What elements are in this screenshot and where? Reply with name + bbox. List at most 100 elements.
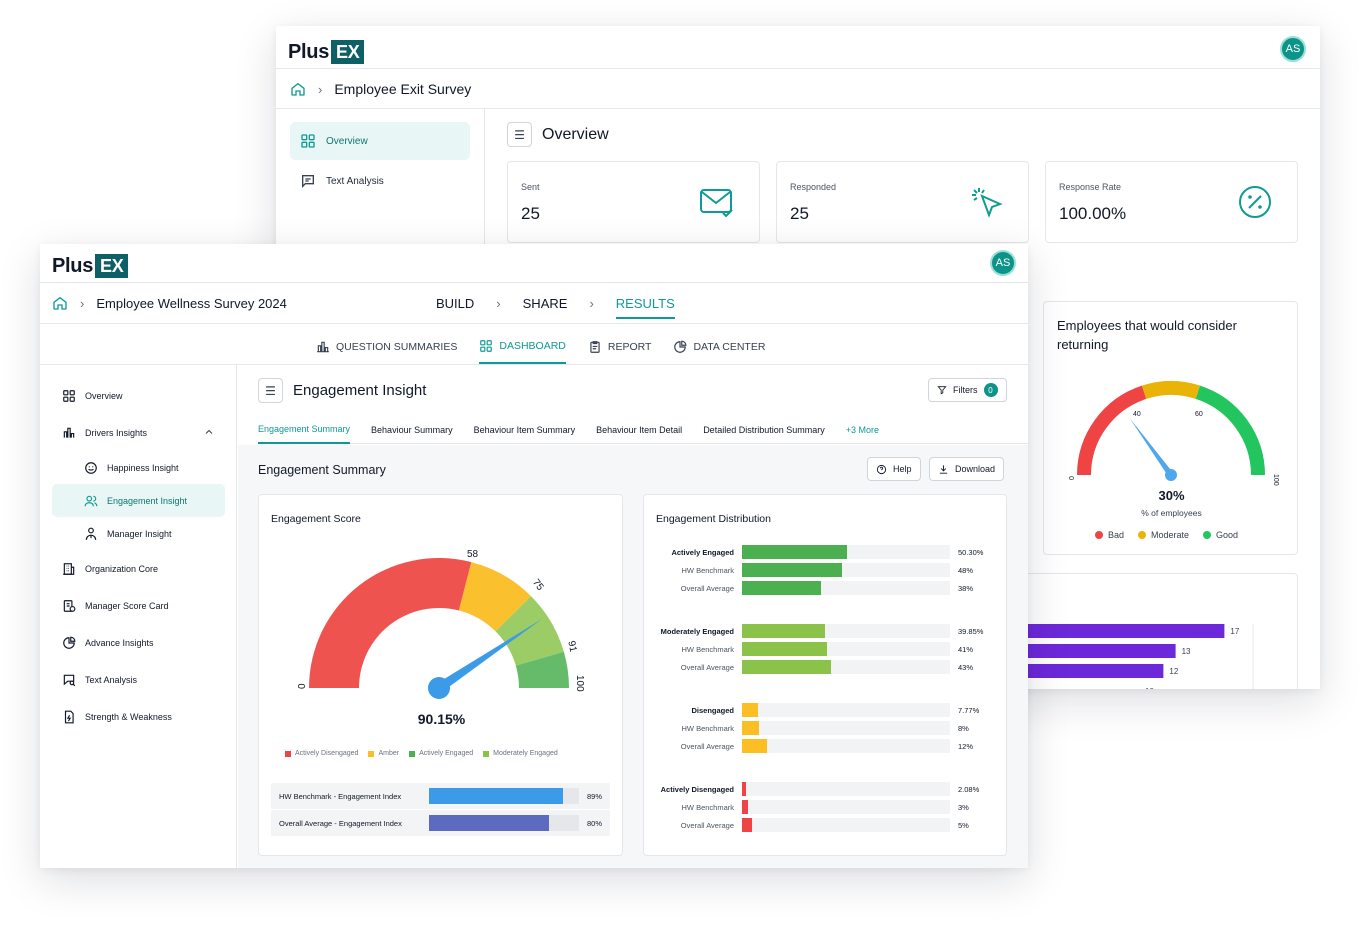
distribution-row-label: HW Benchmark — [681, 644, 734, 654]
tab-report[interactable]: REPORT — [588, 330, 651, 364]
gauge-band-actively-engaged — [515, 651, 569, 688]
sidebar-item-strength-weakness[interactable]: Strength & Weakness — [52, 700, 225, 733]
step-share[interactable]: SHARE — [522, 296, 568, 311]
gauge-tick-58: 58 — [467, 549, 479, 560]
legend-label: Actively Engaged — [419, 750, 474, 757]
bar-chart-icon — [63, 427, 75, 438]
legend-item-bad: Bad — [1095, 530, 1124, 540]
distribution-value: 5% — [958, 820, 969, 830]
collapse-menu-icon[interactable]: ☰ — [507, 122, 532, 147]
download-icon — [939, 464, 948, 474]
dashboard-icon — [480, 340, 493, 352]
distribution-row: Actively Engaged 50.30% — [644, 543, 1006, 561]
sidebar-item-label: Text Analysis — [326, 175, 384, 187]
legend-swatch — [1095, 531, 1103, 539]
engagement-distribution-card: Engagement Distribution Actively Engaged… — [643, 494, 1007, 856]
tab-detailed-distribution-summary[interactable]: Detailed Distribution Summary — [703, 424, 825, 435]
distribution-bar — [742, 818, 753, 832]
tab-behaviour-summary[interactable]: Behaviour Summary — [371, 424, 453, 435]
divider — [276, 68, 1320, 69]
distribution-value: 7.77% — [958, 705, 980, 715]
step-results[interactable]: RESULTS — [615, 296, 675, 319]
gauge-hub — [428, 677, 450, 699]
tab-engagement-summary[interactable]: Engagement Summary — [258, 416, 351, 444]
app-logo[interactable]: Plus EX — [288, 40, 365, 64]
sidebar-item-happiness-insight[interactable]: Happiness Insight — [52, 451, 225, 484]
sidebar-item-drivers-insights[interactable]: Drivers Insights — [52, 416, 225, 449]
distribution-bar — [742, 703, 759, 717]
benchmark-value: 89% — [587, 791, 603, 801]
avatar[interactable]: AS — [1280, 36, 1306, 62]
distribution-track — [742, 624, 950, 638]
home-icon[interactable] — [52, 295, 68, 311]
filter-icon — [937, 386, 947, 395]
distribution-track — [742, 563, 950, 577]
sidebar-item-manager-score-card[interactable]: Manager Score Card — [52, 589, 225, 622]
distribution-row-label: Disengaged — [691, 705, 734, 715]
logo-badge: EX — [331, 40, 365, 64]
benchmark-label: Overall Average - Engagement Index — [279, 818, 402, 828]
back-sidebar: Overview Text Analysis — [290, 122, 470, 202]
scorecard-icon — [63, 599, 76, 612]
card-title: Engagement Distribution — [656, 513, 771, 525]
tab-more[interactable]: +3 More — [845, 424, 880, 435]
legend-swatch — [368, 750, 375, 757]
sidebar-item-manager-insight[interactable]: Manager Insight — [52, 517, 225, 550]
sidebar-item-overview[interactable]: Overview — [52, 379, 225, 412]
tab-dashboard[interactable]: DASHBOARD — [479, 330, 566, 364]
sidebar-item-label: Overview — [85, 390, 123, 401]
sidebar-item-label: Engagement Insight — [107, 495, 188, 506]
tab-question-summaries[interactable]: QUESTION SUMMARIES — [316, 330, 457, 364]
sidebar-item-label: Organization Core — [85, 563, 159, 574]
filters-button[interactable]: Filters 0 — [928, 378, 1007, 402]
sidebar-item-engagement-insight[interactable]: Engagement Insight — [52, 484, 225, 517]
front-sidebar: Overview Drivers Insights Happiness Insi… — [40, 365, 237, 868]
download-label: Download — [955, 464, 996, 474]
sidebar-item-organization-core[interactable]: Organization Core — [52, 552, 225, 585]
sidebar-item-advance-insights[interactable]: Advance Insights — [52, 626, 225, 659]
distribution-row-label: Overall Average — [680, 583, 734, 593]
gauge-tick-91: 91 — [565, 640, 578, 654]
avatar[interactable]: AS — [990, 250, 1016, 276]
distribution-bar — [742, 545, 847, 559]
step-build[interactable]: BUILD — [436, 296, 475, 311]
gauge-value: 30% — [1158, 488, 1185, 503]
mail-check-icon — [700, 189, 733, 218]
home-icon[interactable] — [290, 81, 306, 97]
tab-data-center[interactable]: DATA CENTER — [673, 330, 765, 364]
bar-chart-icon — [317, 341, 329, 353]
tab-behaviour-item-detail[interactable]: Behaviour Item Detail — [596, 424, 683, 435]
breadcrumb-current: Employee Wellness Survey 2024 — [96, 295, 287, 311]
chevron-right-icon: › — [80, 295, 85, 311]
chevron-right-icon: › — [496, 296, 501, 311]
stat-label: Responded — [790, 182, 837, 192]
chevron-up-icon[interactable] — [203, 426, 215, 438]
legend-swatch — [483, 750, 490, 757]
distribution-track — [742, 721, 950, 735]
legend-item-actively-disengaged: Actively Disengaged — [285, 750, 358, 757]
chevron-right-icon: › — [318, 81, 323, 97]
collapse-menu-icon[interactable]: ☰ — [258, 378, 283, 403]
distribution-row: Overall Average 43% — [644, 658, 1006, 676]
card-title: Employees that would consider returning — [1057, 318, 1237, 352]
bar-value-label: 17 — [1230, 627, 1239, 636]
users-icon — [84, 495, 98, 506]
distribution-value: 50.30% — [958, 547, 984, 557]
tab-behaviour-item-summary[interactable]: Behaviour Item Summary — [473, 424, 576, 435]
gauge-tick-100: 100 — [574, 675, 585, 692]
card-title: Engagement Score — [271, 513, 361, 525]
sidebar-item-overview[interactable]: Overview — [290, 122, 470, 160]
logo-badge: EX — [95, 254, 129, 278]
help-icon — [876, 464, 887, 474]
distribution-row: HW Benchmark 48% — [644, 561, 1006, 579]
download-button[interactable]: Download — [929, 457, 1005, 481]
help-button[interactable]: Help — [867, 457, 921, 481]
distribution-value: 41% — [958, 644, 974, 654]
distribution-row-label: HW Benchmark — [681, 565, 734, 575]
legend-label: Good — [1216, 530, 1239, 540]
sidebar-item-text-analysis[interactable]: Text Analysis — [290, 162, 470, 200]
distribution-bar — [742, 624, 825, 638]
benchmark-label: HW Benchmark - Engagement Index — [279, 791, 402, 801]
sidebar-item-text-analysis[interactable]: Text Analysis — [52, 663, 225, 696]
app-logo[interactable]: Plus EX — [52, 254, 129, 278]
